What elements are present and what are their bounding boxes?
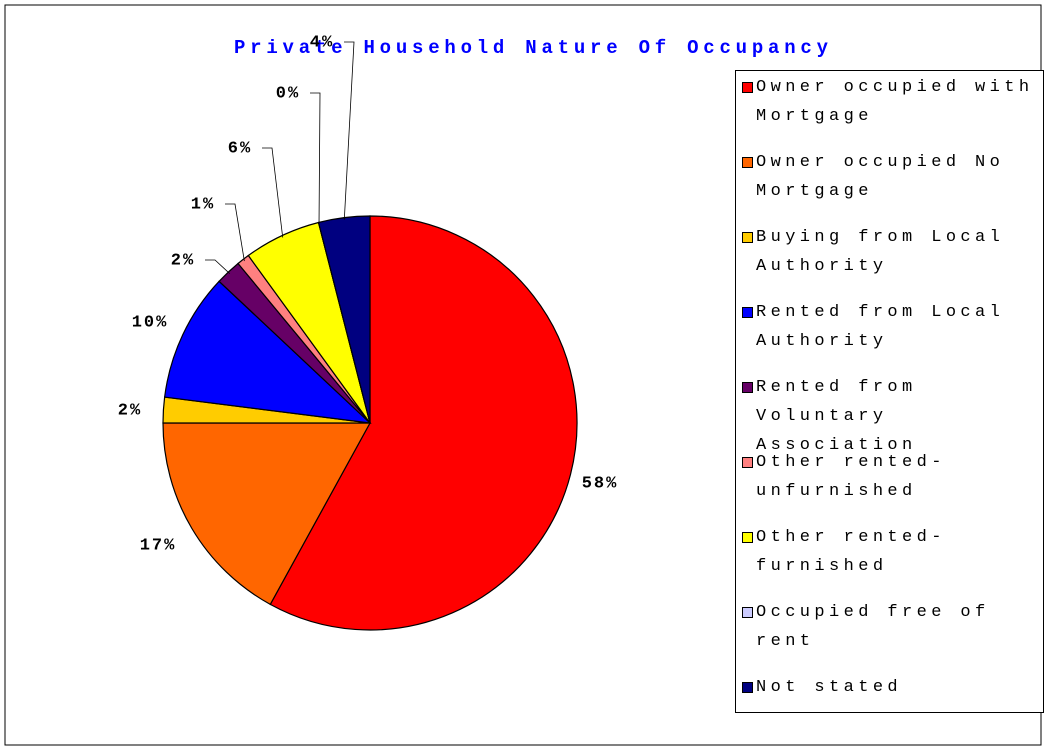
legend-label: Occupied free of rent [756, 603, 990, 651]
legend-swatch [742, 532, 753, 543]
legend-swatch [742, 457, 753, 468]
data-label: 4% [310, 33, 334, 52]
legend-label: Other rented-furnished [756, 528, 946, 576]
legend-label: Rented from Local Authority [756, 303, 1005, 351]
legend: Owner occupied with Mortgage Owner occupi… [735, 70, 1044, 713]
legend-label: Not stated [756, 678, 903, 697]
legend-swatch [742, 157, 753, 168]
legend-swatch [742, 607, 753, 618]
legend-label: Other rented-unfurnished [756, 453, 946, 501]
data-label: 17% [140, 536, 177, 555]
data-label: 2% [171, 251, 195, 270]
pie-slice [163, 280, 372, 424]
data-label: 0% [276, 84, 300, 103]
data-label: 2% [118, 401, 142, 420]
leader-line [310, 92, 321, 225]
pie-slice [162, 422, 372, 606]
legend-swatch [742, 307, 753, 318]
legend-swatch [742, 682, 753, 693]
data-label: 58% [582, 474, 619, 493]
legend-label: Owner occupied No Mortgage [756, 153, 1005, 201]
data-label: 10% [132, 313, 169, 332]
data-label: 1% [191, 195, 215, 214]
leader-line [262, 147, 284, 238]
legend-label: Buying from Local Authority [756, 228, 1005, 276]
data-label: 6% [228, 139, 252, 158]
legend-label: Rented from Voluntary Association [756, 378, 917, 455]
leader-line [225, 203, 245, 262]
legend-label: Owner occupied with Mortgage [756, 78, 1034, 126]
leader-line [205, 259, 230, 274]
legend-swatch [742, 382, 753, 393]
leader-line [343, 41, 355, 220]
legend-swatch [742, 232, 753, 243]
legend-swatch [742, 82, 753, 93]
chart-title: Private Household Nature Of Occupancy [234, 37, 829, 59]
pie-slice [269, 215, 578, 631]
